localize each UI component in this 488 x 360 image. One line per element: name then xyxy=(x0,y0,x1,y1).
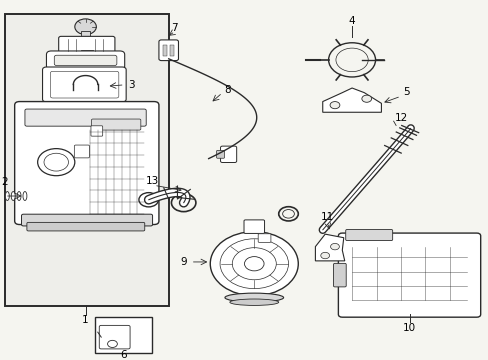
Ellipse shape xyxy=(5,192,9,201)
FancyBboxPatch shape xyxy=(220,146,236,162)
Ellipse shape xyxy=(17,192,21,201)
Circle shape xyxy=(320,252,329,259)
Polygon shape xyxy=(315,234,344,261)
Text: 3: 3 xyxy=(127,80,134,90)
FancyBboxPatch shape xyxy=(159,40,178,60)
Ellipse shape xyxy=(229,299,278,305)
FancyBboxPatch shape xyxy=(25,109,146,126)
FancyBboxPatch shape xyxy=(338,233,480,317)
FancyBboxPatch shape xyxy=(91,119,141,130)
Text: 1: 1 xyxy=(82,315,89,325)
Polygon shape xyxy=(322,88,381,112)
FancyBboxPatch shape xyxy=(59,36,115,53)
FancyBboxPatch shape xyxy=(99,325,130,349)
Text: 2: 2 xyxy=(1,177,8,187)
Text: 9: 9 xyxy=(180,257,186,267)
Bar xyxy=(81,50,93,55)
FancyBboxPatch shape xyxy=(46,51,124,69)
Bar xyxy=(163,45,167,56)
Ellipse shape xyxy=(224,293,283,302)
Text: 7: 7 xyxy=(170,23,177,33)
Bar xyxy=(169,45,173,56)
Circle shape xyxy=(210,231,298,296)
Bar xyxy=(95,317,151,353)
Text: 11: 11 xyxy=(320,212,334,222)
Text: 4: 4 xyxy=(348,16,355,26)
Text: 5: 5 xyxy=(403,87,409,96)
Ellipse shape xyxy=(11,192,15,201)
Text: 6: 6 xyxy=(120,350,126,360)
FancyBboxPatch shape xyxy=(333,264,346,287)
FancyBboxPatch shape xyxy=(74,145,89,158)
FancyBboxPatch shape xyxy=(27,222,144,231)
FancyBboxPatch shape xyxy=(216,150,224,158)
FancyBboxPatch shape xyxy=(21,214,152,226)
FancyBboxPatch shape xyxy=(244,220,264,233)
FancyBboxPatch shape xyxy=(15,102,159,225)
FancyBboxPatch shape xyxy=(258,234,270,242)
Text: 13: 13 xyxy=(145,176,159,186)
Circle shape xyxy=(330,243,339,250)
Text: 8: 8 xyxy=(224,85,230,95)
Circle shape xyxy=(361,95,371,102)
Circle shape xyxy=(75,19,96,35)
Circle shape xyxy=(329,102,339,109)
FancyBboxPatch shape xyxy=(54,55,117,66)
Bar xyxy=(81,31,90,37)
FancyBboxPatch shape xyxy=(42,67,126,102)
FancyBboxPatch shape xyxy=(345,230,392,240)
Bar xyxy=(5,14,168,306)
Ellipse shape xyxy=(23,192,27,201)
Text: 10: 10 xyxy=(402,323,415,333)
Text: 12: 12 xyxy=(393,113,407,123)
FancyBboxPatch shape xyxy=(91,126,102,136)
